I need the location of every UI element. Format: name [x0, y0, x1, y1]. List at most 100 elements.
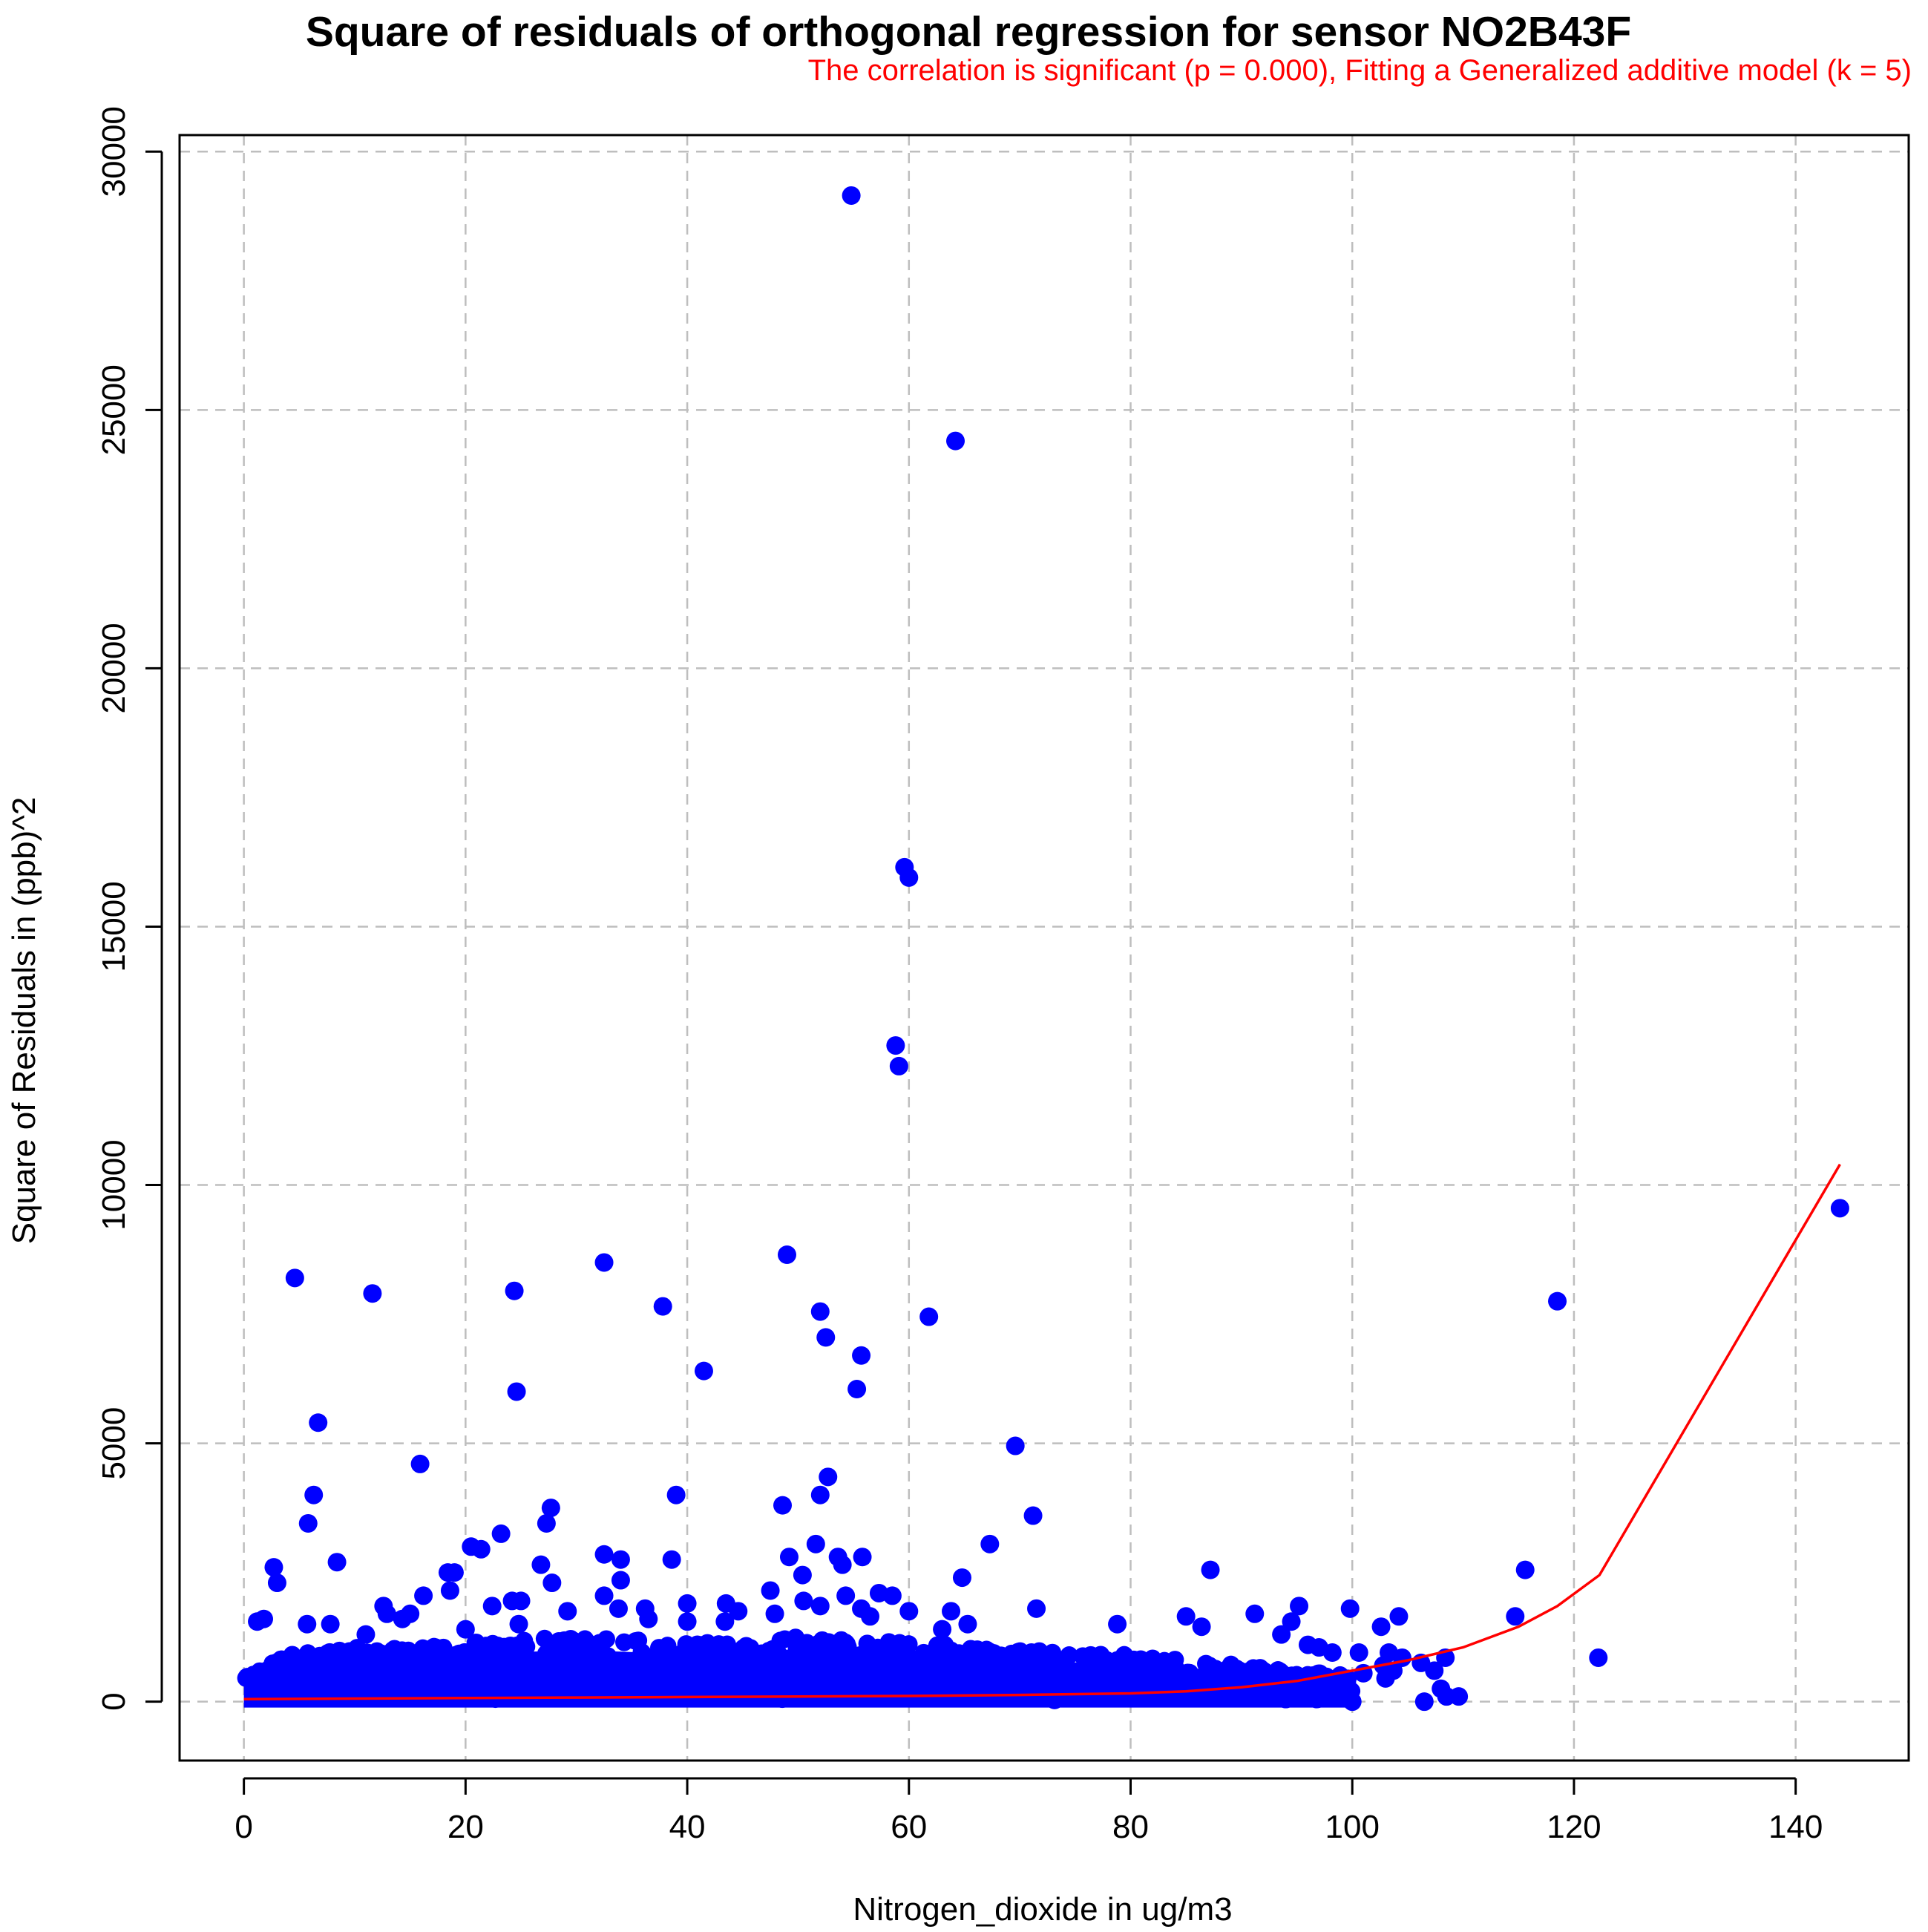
- data-point-0: [842, 186, 861, 205]
- data-point-14: [810, 1302, 830, 1321]
- data-point-97: [933, 1620, 952, 1639]
- data-point-93: [639, 1609, 658, 1628]
- cloud-point: [891, 1654, 909, 1672]
- cloud-point: [354, 1676, 373, 1694]
- cloud-point: [868, 1665, 886, 1683]
- cloud-point: [1180, 1666, 1199, 1685]
- cloud-point: [576, 1630, 594, 1648]
- data-point-83: [377, 1604, 396, 1623]
- cloud-point: [1228, 1660, 1247, 1679]
- data-point-116: [1425, 1661, 1444, 1680]
- cloud-point: [662, 1651, 681, 1669]
- cloud-point: [283, 1681, 302, 1700]
- data-point-15: [919, 1307, 939, 1326]
- data-point-129: [1589, 1648, 1608, 1667]
- data-point-127: [1437, 1687, 1456, 1706]
- cloud-point: [769, 1644, 787, 1663]
- data-point-34: [980, 1534, 1000, 1553]
- cloud-point: [879, 1680, 897, 1699]
- cloud-point: [370, 1667, 389, 1686]
- data-point-26: [666, 1485, 686, 1504]
- data-point-61: [882, 1586, 902, 1605]
- cloud-point: [726, 1681, 744, 1700]
- cloud-point: [806, 1661, 824, 1680]
- cloud-point: [584, 1659, 603, 1677]
- data-point-79: [942, 1602, 961, 1621]
- data-point-41: [779, 1548, 799, 1567]
- data-point-74: [765, 1604, 784, 1623]
- data-point-5: [889, 1056, 908, 1075]
- points-layer: [248, 186, 1849, 1712]
- data-point-10: [363, 1284, 382, 1303]
- data-point-119: [1376, 1669, 1395, 1688]
- data-point-40: [662, 1550, 681, 1569]
- data-point-11: [505, 1281, 524, 1300]
- data-point-91: [456, 1620, 475, 1639]
- data-point-20: [847, 1379, 867, 1398]
- cloud-point: [445, 1651, 464, 1670]
- data-point-88: [298, 1614, 317, 1634]
- cloud-point: [274, 1662, 292, 1680]
- data-point-92: [509, 1614, 528, 1634]
- data-point-130: [1342, 1692, 1362, 1712]
- data-point-17: [852, 1346, 871, 1365]
- cloud-point: [696, 1660, 715, 1679]
- data-point-58: [414, 1586, 433, 1605]
- data-point-71: [609, 1599, 628, 1618]
- cloud-point: [928, 1636, 947, 1654]
- data-point-103: [1282, 1612, 1301, 1631]
- cloud-point: [810, 1681, 828, 1700]
- cloud-point: [936, 1654, 954, 1673]
- cloud-point: [508, 1636, 526, 1654]
- chart-subtitle: The correlation is significant (p = 0.00…: [808, 54, 1912, 87]
- cloud-point: [358, 1649, 377, 1668]
- x-tick-label-5: 100: [1325, 1809, 1380, 1845]
- data-point-62: [594, 1586, 614, 1605]
- data-point-99: [1108, 1614, 1127, 1634]
- axis-layer: 0 20 40 60 80 100 120 140 0 5000 10000 15000 20000 25…: [96, 106, 1823, 1845]
- cloud-point: [672, 1673, 690, 1692]
- cloud-point: [614, 1654, 633, 1672]
- cloud-point: [1148, 1680, 1167, 1699]
- data-point-4: [886, 1036, 905, 1055]
- cloud-point: [258, 1661, 276, 1680]
- data-point-23: [410, 1454, 430, 1473]
- cloud-point: [836, 1634, 855, 1652]
- data-point-134: [1254, 1682, 1273, 1701]
- cloud-point: [237, 1668, 256, 1686]
- cloud-point: [715, 1646, 733, 1665]
- cloud-point: [321, 1643, 339, 1661]
- data-point-87: [255, 1609, 274, 1628]
- data-point-44: [327, 1553, 347, 1572]
- data-point-63: [678, 1594, 697, 1613]
- cloud-point: [955, 1660, 974, 1678]
- data-point-7: [777, 1245, 796, 1264]
- data-point-121: [1337, 1671, 1357, 1691]
- y-tick-label-4: 20000: [96, 623, 132, 713]
- data-point-107: [1272, 1625, 1291, 1644]
- data-point-105: [1389, 1607, 1409, 1626]
- data-point-111: [1349, 1643, 1368, 1663]
- data-point-73: [729, 1602, 748, 1621]
- data-point-46: [264, 1558, 283, 1577]
- data-point-54: [952, 1568, 971, 1588]
- x-tick-label-6: 120: [1547, 1809, 1601, 1845]
- data-point-133: [1276, 1689, 1296, 1709]
- cloud-point: [891, 1634, 909, 1652]
- cloud-point: [682, 1647, 701, 1666]
- cloud-point: [529, 1651, 548, 1670]
- data-point-67: [482, 1597, 502, 1616]
- cloud-point: [992, 1675, 1011, 1694]
- x-tick-label-3: 60: [891, 1809, 927, 1845]
- data-point-53: [542, 1574, 562, 1593]
- data-point-31: [298, 1513, 318, 1533]
- data-point-22: [1006, 1436, 1025, 1455]
- data-point-12: [1548, 1291, 1567, 1311]
- data-point-55: [793, 1565, 812, 1585]
- data-point-78: [899, 1602, 919, 1621]
- cloud-point: [1040, 1668, 1059, 1686]
- data-point-27: [810, 1485, 830, 1504]
- cloud-point: [741, 1681, 759, 1700]
